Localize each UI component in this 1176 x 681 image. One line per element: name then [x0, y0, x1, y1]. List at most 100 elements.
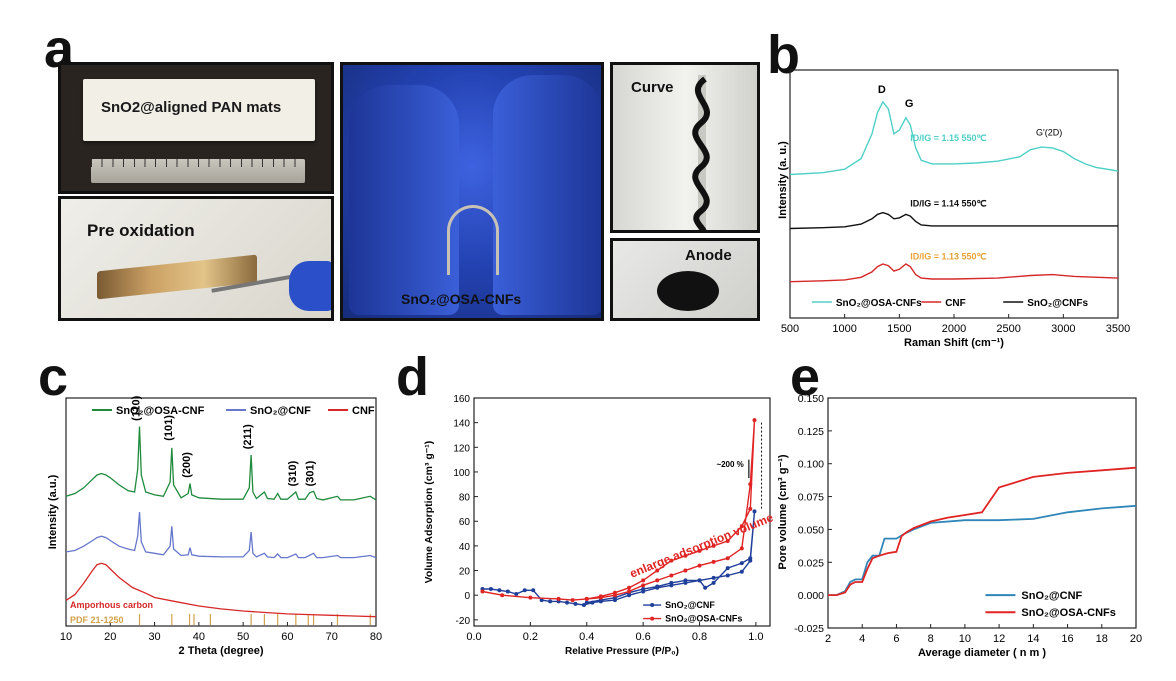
pore-x-tick-label: 12 [993, 633, 1005, 645]
xrd-peak-label: (301) [305, 460, 317, 486]
raman-series-line [789, 211, 1118, 230]
raman-x-tick-label: 500 [781, 323, 799, 335]
isotherm-x-tick-label: 1.0 [748, 631, 763, 643]
isotherm-point [739, 569, 744, 574]
raman-x-axis-label: Raman Shift (cm⁻¹) [904, 337, 1004, 349]
isotherm-point [627, 585, 632, 590]
pore-y-tick-label: 0.075 [798, 492, 824, 504]
photo-anode: Anode [610, 238, 760, 321]
pore-x-tick-label: 20 [1130, 633, 1142, 645]
pore-x-tick-label: 16 [1061, 633, 1073, 645]
raman-ratio-annotation: ID/IG = 1.13 550℃ [910, 252, 986, 262]
isotherm-y-tick-label: 160 [453, 394, 470, 405]
pore-legend-entry: SnO₂@CNF [1021, 590, 1082, 602]
isotherm-point [573, 601, 578, 606]
xrd-x-tick-label: 10 [60, 631, 72, 643]
xrd-x-tick-label: 20 [104, 631, 116, 643]
panel-label-b: b [767, 25, 800, 85]
raman-legend-entry: SnO₂@CNFs [1027, 298, 1088, 309]
pore-y-axis-label: Pore volume (cm³ g⁻¹) [777, 454, 789, 570]
isotherm-y-tick-label: 20 [459, 567, 471, 578]
glove-hand [289, 261, 331, 311]
helix-sample [692, 75, 710, 230]
isotherm-point [497, 588, 502, 593]
isotherm-legend-marker [650, 616, 655, 621]
pore-x-tick-label: 2 [825, 633, 831, 645]
isotherm-point [703, 585, 708, 590]
isotherm-point [739, 546, 744, 551]
isotherm-point [531, 588, 536, 593]
pore-frame [827, 397, 1137, 629]
raman-y-axis-label: Intensity (a. u.) [777, 141, 789, 219]
isotherm-point [539, 598, 544, 603]
glove-left [349, 85, 459, 315]
glove-right [493, 75, 601, 315]
pore-y-tick-label: -0.025 [794, 623, 824, 635]
isotherm-point [683, 568, 688, 573]
pore-y-tick-label: 0.025 [798, 557, 824, 569]
isotherm-point [655, 584, 660, 589]
isotherm-point [500, 593, 505, 598]
isotherm-x-tick-label: 0.6 [635, 631, 650, 643]
raman-x-tick-label: 1000 [832, 323, 856, 335]
panel-label-c: c [38, 347, 69, 407]
isotherm-point [581, 603, 586, 608]
isotherm-point [683, 553, 688, 558]
flexible-film [447, 205, 499, 275]
isotherm-point [584, 600, 589, 605]
isotherm-y-tick-label: 140 [453, 419, 470, 430]
isotherm-y-tick-label: 0 [464, 591, 470, 602]
isotherm-point [505, 589, 510, 594]
xrd-peak-label: (101) [163, 415, 175, 441]
pore-x-tick-label: 8 [928, 633, 934, 645]
raman-x-tick-label: 2000 [942, 323, 966, 335]
raman-ratio-annotation: ID/IG = 1.15 550℃ [910, 133, 986, 143]
isotherm-annotation-percent: ~200 % [716, 460, 743, 469]
raman-x-tick-label: 3500 [1106, 323, 1130, 335]
isotherm-y-tick-label: 100 [453, 468, 470, 479]
isotherm-point [669, 558, 674, 563]
raman-ratio-annotation: ID/IG = 1.14 550℃ [910, 198, 986, 208]
raman-x-tick-label: 2500 [996, 323, 1020, 335]
isotherm-x-tick-label: 0.4 [579, 631, 594, 643]
isotherm-point [739, 561, 744, 566]
xrd-x-tick-label: 50 [237, 631, 249, 643]
isotherm-legend-marker [650, 603, 655, 608]
isotherm-point [514, 591, 519, 596]
xrd-peak-label: (211) [242, 424, 254, 449]
raman-peak-label: D [878, 84, 886, 96]
isotherm-point [752, 418, 757, 423]
isotherm-y-tick-label: 60 [459, 517, 471, 528]
ruler [91, 159, 305, 183]
pan-mat-sample [83, 79, 315, 141]
raman-legend-entry: CNF [945, 298, 966, 309]
isotherm-point [711, 543, 716, 548]
isotherm-point [565, 600, 570, 605]
isotherm-point [627, 589, 632, 594]
pore-y-tick-label: 0.100 [798, 459, 824, 471]
isotherm-point [725, 556, 730, 561]
isotherm-point [641, 587, 646, 592]
isotherm-series-line [482, 420, 756, 601]
isotherm-point [590, 600, 595, 605]
xrd-peak-label: (310) [287, 460, 299, 486]
isotherm-point [522, 588, 527, 593]
raman-peak-label: G [905, 98, 914, 110]
pore-y-tick-label: 0.050 [798, 524, 824, 536]
isotherm-point [669, 573, 674, 578]
raman-x-tick-label: 1500 [887, 323, 911, 335]
xrd-series-line [65, 562, 377, 618]
isotherm-point [697, 548, 702, 553]
pore-x-tick-label: 4 [859, 633, 865, 645]
isotherm-point [655, 568, 660, 573]
xrd-legend-entry: CNF [352, 405, 375, 417]
isotherm-x-axis-label: Relative Pressure (P/P₀) [565, 646, 679, 657]
xrd-note-pdf: PDF 21-1250 [70, 615, 124, 625]
isotherm-point [655, 578, 660, 583]
isotherm-point [669, 580, 674, 585]
isotherm-point [528, 595, 533, 600]
isotherm-frame [473, 397, 771, 627]
